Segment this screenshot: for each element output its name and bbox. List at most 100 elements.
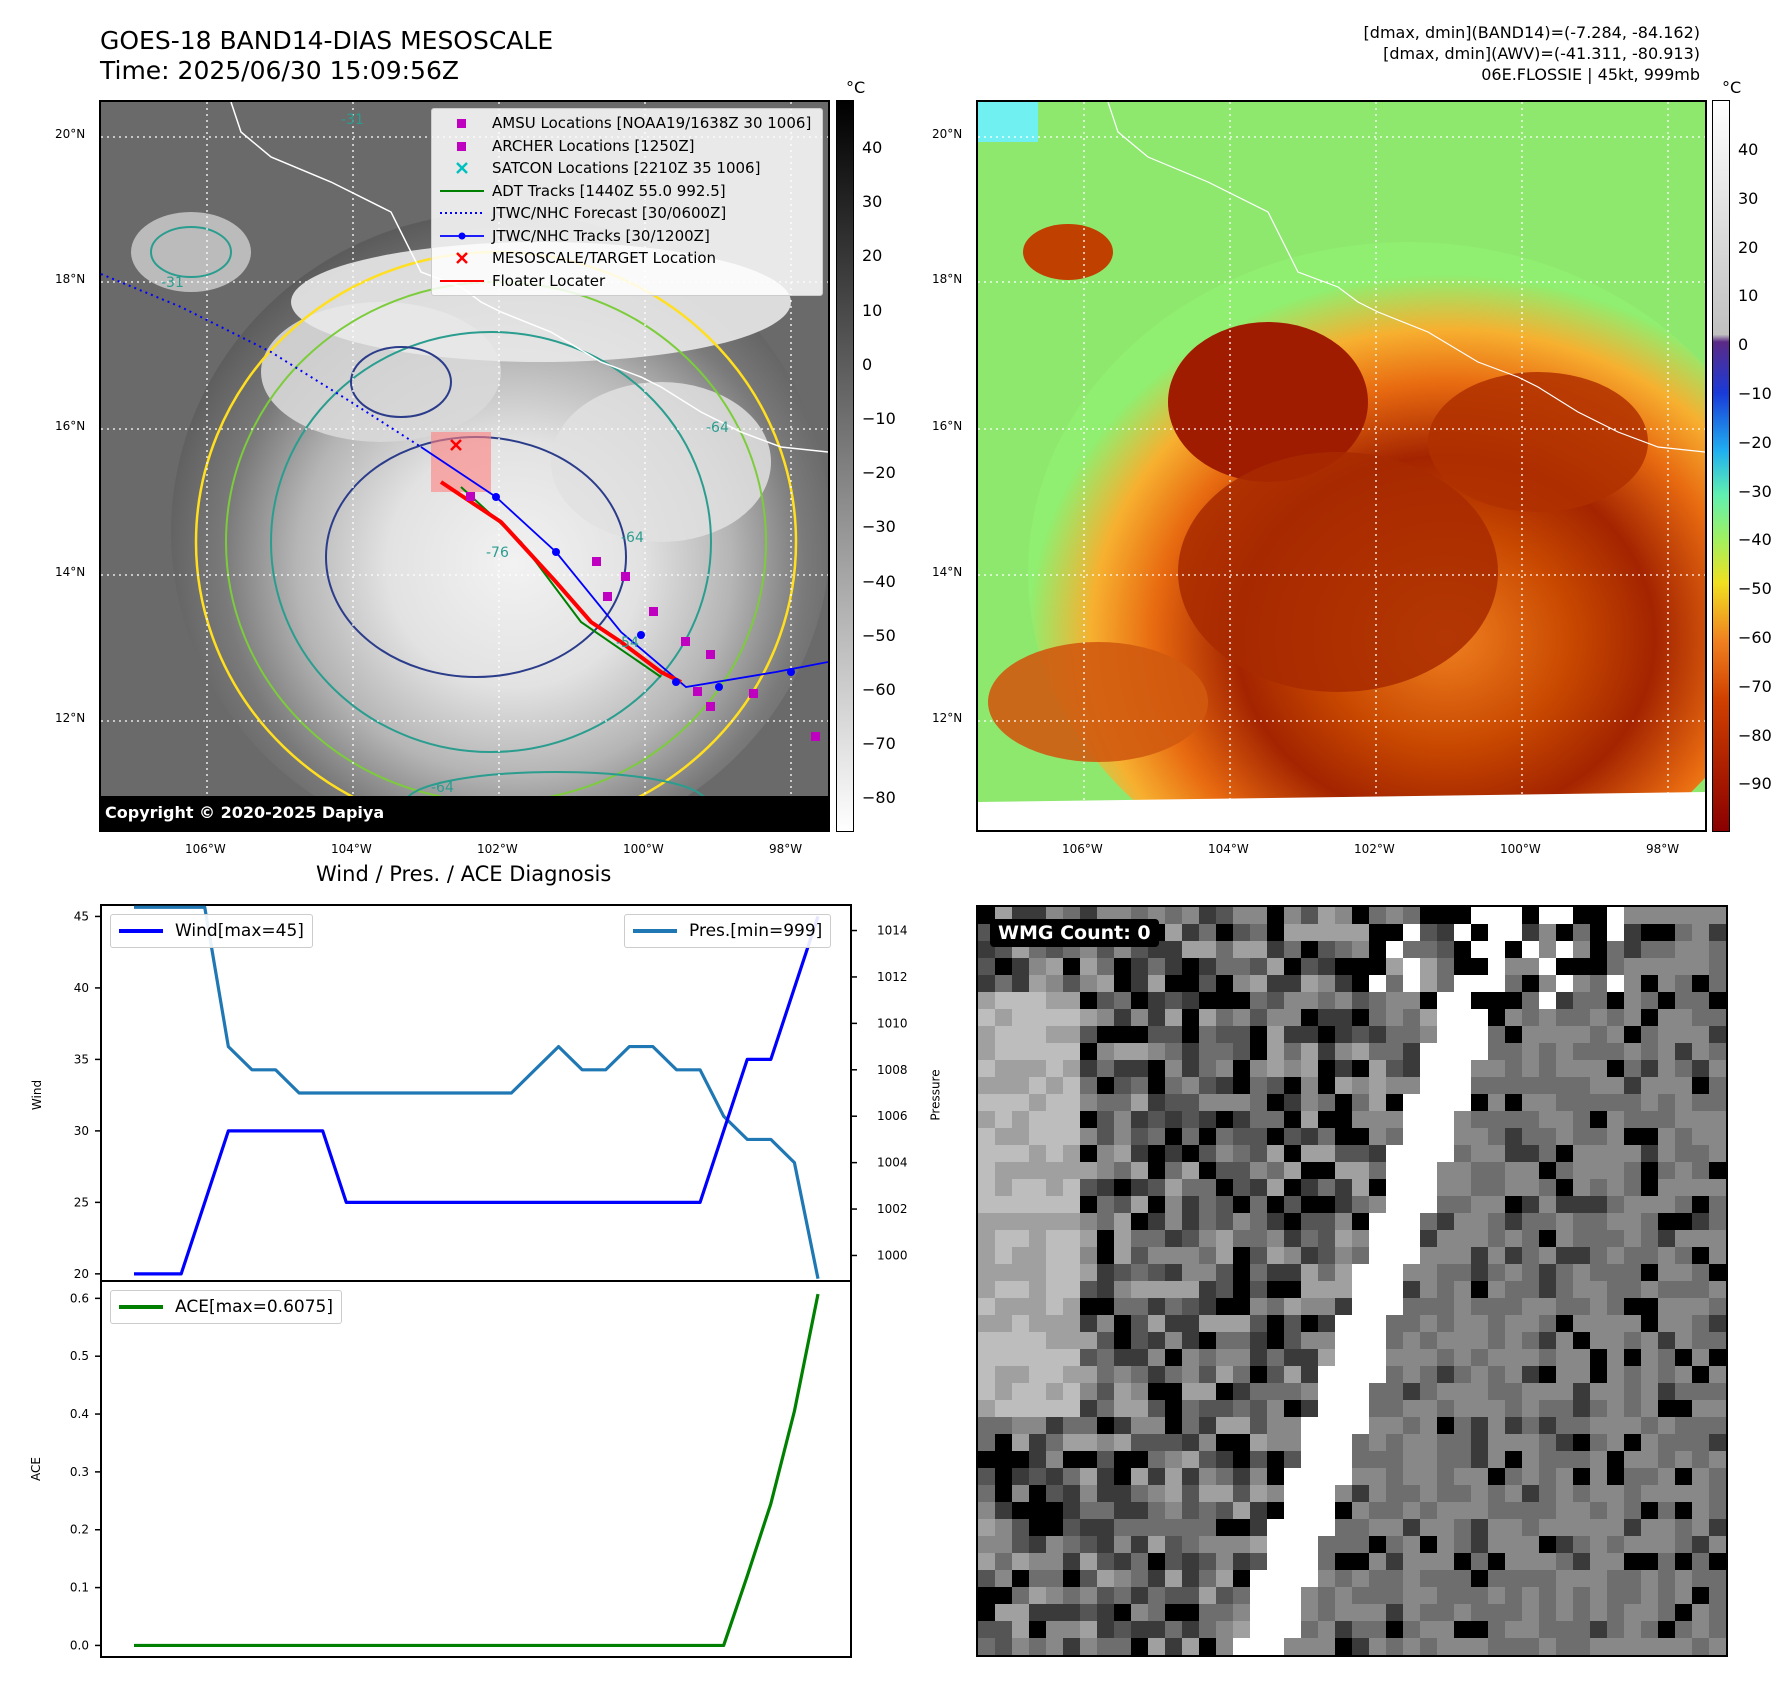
lat-label-L-0: 20°N: [55, 127, 86, 141]
ytick-label: 30: [74, 1124, 89, 1138]
contour-label: -64: [706, 420, 729, 436]
left-cb-tick-0: 40: [862, 138, 883, 157]
lat-label-R-0: 20°N: [932, 127, 963, 141]
main-title: GOES-18 BAND14-DIAS MESOSCALE Time: 2025…: [100, 26, 553, 86]
legend-label: AMSU Locations [NOAA19/1638Z 30 1006]: [492, 114, 812, 133]
left-cb-tick-7: −30: [862, 517, 896, 537]
legend-label: JTWC/NHC Forecast [30/0600Z]: [492, 204, 727, 223]
ytick-label: 45: [74, 909, 89, 923]
ytick-label: 0.1: [70, 1581, 89, 1595]
right-cb-tick-3: 10: [1738, 286, 1759, 306]
legend-swatch: [440, 274, 484, 288]
right-colorbar-unit: °C: [1722, 78, 1742, 97]
ytick-label: 0.2: [70, 1523, 89, 1537]
left-cb-tick-8: −40: [862, 571, 896, 591]
right-cb-tick-5: −10: [1738, 384, 1772, 403]
left-cb-tick-6: −20: [862, 463, 896, 483]
lon-label-L-0: 106°W: [185, 842, 226, 856]
contour-label: -31: [341, 112, 364, 128]
lon-label-R-0: 106°W: [1062, 842, 1103, 856]
wv-map-gridlines: [978, 102, 1705, 830]
lon-label-R-1: 104°W: [1208, 842, 1249, 856]
legend-swatch: [440, 206, 484, 220]
legend-entry: JTWC/NHC Forecast [30/0600Z]: [432, 202, 822, 225]
legend-entry: MESOSCALE/TARGET Location: [432, 247, 822, 270]
right-cb-tick-10: −60: [1738, 628, 1772, 647]
ytick-label: 0.6: [70, 1291, 89, 1305]
title-line-2: Time: 2025/06/30 15:09:56Z: [100, 56, 459, 85]
wv-cold-top-core: [1178, 452, 1498, 692]
contour-west: [150, 226, 232, 278]
legend-label: ADT Tracks [1440Z 55.0 992.5]: [492, 181, 726, 200]
wmg-panel: WMG Count: 0: [976, 905, 1728, 1657]
ytick-label: 0.4: [70, 1407, 89, 1421]
target-marker: [450, 439, 462, 451]
diagnostic-header: [dmax, dmin](BAND14)=(-7.284, -84.162) […: [1364, 22, 1700, 85]
wv-satellite-map: [976, 100, 1707, 832]
right-cb-tick-12: −80: [1738, 725, 1772, 745]
left-colorbar-unit: °C: [846, 78, 866, 97]
wv-cold-patch-west: [1023, 224, 1113, 280]
legend-entry: SATCON Locations [2210Z 35 1006]: [432, 157, 822, 180]
wv-moist-corner: [978, 102, 1038, 142]
legend-entry: AMSU Locations [NOAA19/1638Z 30 1006]: [432, 112, 822, 135]
ytick-label: 0.3: [70, 1465, 89, 1479]
contour-label: -76: [486, 545, 509, 561]
ytick-label: 0.5: [70, 1349, 89, 1363]
ace-legend: ACE[max=0.6075]: [110, 1290, 342, 1324]
cloud-patch-west: [131, 212, 251, 292]
lon-label-L-3: 100°W: [623, 842, 664, 856]
legend-label: JTWC/NHC Tracks [30/1200Z]: [492, 226, 710, 245]
legend-swatch: [440, 251, 484, 265]
ytick-label-right: 1010: [877, 1016, 908, 1030]
map-legend: AMSU Locations [NOAA19/1638Z 30 1006] ARC…: [431, 108, 823, 296]
legend-swatch: [440, 116, 484, 130]
right-cb-tick-6: −20: [1738, 432, 1772, 452]
ace-legend-label: ACE[max=0.6075]: [175, 1297, 333, 1317]
title-line-1: GOES-18 BAND14-DIAS MESOSCALE: [100, 26, 554, 55]
lon-label-R-3: 100°W: [1500, 842, 1541, 856]
diagnosis-title: Wind / Pres. / ACE Diagnosis: [316, 862, 612, 886]
lon-label-R-2: 102°W: [1354, 842, 1395, 856]
ytick-label: 25: [74, 1195, 89, 1209]
legend-label: ARCHER Locations [1250Z]: [492, 136, 695, 155]
contour-navy-north: [350, 346, 452, 418]
ytick-label-right: 1000: [877, 1248, 908, 1262]
cloud-patch-east: [551, 382, 771, 542]
ytick-label-right: 1014: [877, 924, 908, 938]
right-cb-tick-11: −70: [1738, 676, 1772, 696]
pressure-line: [134, 905, 820, 1279]
right-cb-tick-8: −40: [1738, 530, 1772, 550]
left-cb-tick-2: 20: [862, 246, 883, 266]
left-cb-tick-4: 0: [862, 354, 873, 374]
left-cb-tick-1: 30: [862, 192, 883, 212]
band14-range: [dmax, dmin](BAND14)=(-7.284, -84.162): [1363, 23, 1700, 42]
diagnosis-chart: 20 25 30 35 40 45 1000 1002 1004 1006 1008 1010 1012…: [70, 904, 908, 1658]
ytick-label: 40: [74, 981, 89, 995]
legend-label: Floater Locater: [492, 271, 606, 290]
left-cb-tick-12: −80: [862, 788, 896, 808]
right-cb-tick-13: −90: [1738, 774, 1772, 794]
wmg-cells: [978, 907, 1726, 1655]
contour-label: -64: [431, 780, 454, 796]
ytick-label-right: 1004: [877, 1156, 908, 1170]
ytick-label-right: 1008: [877, 1063, 908, 1077]
wv-map-svg: [978, 102, 1705, 830]
wv-cold-top-east: [1428, 372, 1648, 512]
right-cb-tick-7: −30: [1738, 481, 1772, 501]
legend-entry: Floater Locater: [432, 270, 822, 293]
ace-frame: [100, 1280, 852, 1658]
left-colorbar: [836, 100, 854, 832]
amsu-archer-markers: [466, 492, 820, 741]
lat-label-R-4: 12°N: [932, 711, 963, 725]
copyright-banner: Copyright © 2020-2025 Dapiya: [101, 796, 828, 830]
legend-swatch: [440, 161, 484, 175]
contour-labels: -31 -31 -64 -64 -76 -54 -64: [161, 112, 729, 796]
ace-legend-swatch: [119, 1305, 163, 1309]
contour-label: -31: [161, 275, 184, 291]
right-cb-tick-2: 20: [1738, 237, 1759, 257]
pressure-legend-label: Pres.[min=999]: [689, 921, 823, 941]
ace-axis-label: ACE: [28, 1457, 43, 1481]
lat-label-L-4: 12°N: [55, 711, 86, 725]
right-cb-tick-9: −50: [1738, 579, 1772, 599]
